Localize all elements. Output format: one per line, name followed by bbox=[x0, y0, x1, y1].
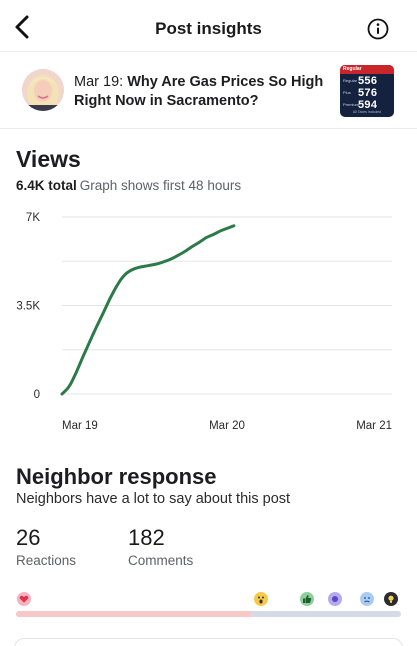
reaction-breakdown[interactable] bbox=[16, 590, 401, 620]
idea-icon bbox=[384, 592, 398, 606]
page-title: Post insights bbox=[155, 19, 262, 38]
y-tick-label: 3.5K bbox=[16, 301, 40, 313]
post-summary[interactable]: Mar 19: Why Are Gas Prices So High Right… bbox=[0, 53, 417, 129]
thumbnail-price-value: 556 bbox=[358, 75, 378, 87]
thumbnail-price-row: Regular 556 bbox=[342, 75, 392, 87]
views-summary: 6.4K total Graph shows first 48 hours bbox=[16, 178, 241, 193]
thumbnail-price-value: 594 bbox=[358, 99, 378, 111]
chevron-left-icon bbox=[15, 15, 29, 39]
views-total: 6.4K total bbox=[16, 178, 77, 193]
post-headline: Mar 19: Why Are Gas Prices So High Right… bbox=[74, 73, 326, 111]
back-button[interactable] bbox=[8, 12, 36, 42]
next-card bbox=[14, 638, 403, 646]
views-line-chart: 0 3.5K 7K Mar 19 Mar 20 Mar 21 bbox=[16, 212, 392, 432]
views-series-line bbox=[60, 224, 236, 396]
views-graph-note: Graph shows first 48 hours bbox=[79, 178, 242, 193]
views-heading: Views bbox=[16, 146, 81, 172]
x-tick-label: Mar 19 bbox=[62, 420, 98, 432]
reaction-bar bbox=[16, 611, 401, 617]
reactions-label: Reactions bbox=[16, 553, 77, 568]
comments-label: Comments bbox=[128, 553, 194, 568]
top-bar: Post insights bbox=[0, 0, 417, 52]
thumbnail-price-label: Regular bbox=[343, 78, 358, 83]
thumbnail-price-value: 576 bbox=[358, 87, 378, 99]
y-tick-label: 0 bbox=[34, 389, 40, 401]
thumbnail-footer: All Taxes Included bbox=[352, 110, 382, 114]
sad-icon bbox=[360, 592, 374, 606]
thumbs-up-icon bbox=[300, 592, 314, 606]
thumbnail-price-row: Plus 576 bbox=[342, 87, 392, 99]
info-button[interactable] bbox=[367, 18, 389, 40]
thumbnail-price-label: Plus bbox=[343, 90, 351, 95]
heart-icon bbox=[17, 592, 31, 606]
info-circle-icon bbox=[367, 18, 389, 40]
neighbor-response-heading: Neighbor response bbox=[16, 464, 217, 489]
thumbnail-price-label: Premium bbox=[343, 102, 360, 107]
y-tick-label: 7K bbox=[26, 212, 40, 224]
neighbor-response-subtitle: Neighbors have a lot to say about this p… bbox=[16, 491, 291, 507]
reaction-bar-fill bbox=[16, 611, 251, 617]
reactions-count: 26 bbox=[16, 525, 41, 550]
comments-count: 182 bbox=[128, 525, 165, 550]
post-title: Why Are Gas Prices So High Right Now in … bbox=[74, 74, 324, 109]
x-tick-label: Mar 21 bbox=[356, 420, 392, 432]
thumbnail-header: Regular bbox=[340, 65, 394, 74]
avatar bbox=[22, 69, 64, 111]
x-tick-label: Mar 20 bbox=[209, 420, 245, 432]
wow-icon bbox=[254, 592, 268, 606]
post-date: Mar 19: bbox=[74, 74, 128, 90]
post-thumbnail: Regular Regular 556 Plus 576 Premium 594… bbox=[340, 65, 394, 117]
thumbnail-price-row: Premium 594 bbox=[342, 99, 392, 111]
lightbulb-icon bbox=[328, 592, 342, 606]
